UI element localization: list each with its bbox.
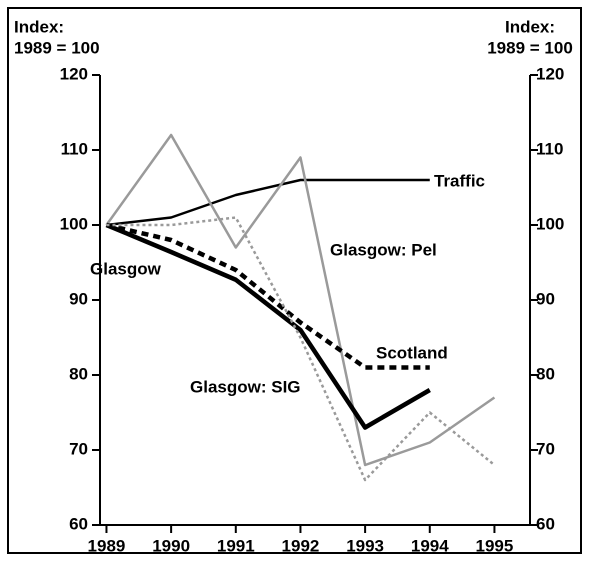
y-tick-label: 110 xyxy=(61,139,88,158)
y-tick-label: 60 xyxy=(69,514,88,533)
series-label: Traffic xyxy=(434,171,485,190)
x-tick-label: 1995 xyxy=(476,536,514,555)
y-tick-label: 100 xyxy=(60,214,88,233)
series-line xyxy=(105,133,496,467)
y-tick-label: 70 xyxy=(69,439,88,458)
y2-label: 1989 = 100 xyxy=(487,38,573,57)
x-tick-label: 1994 xyxy=(411,536,449,555)
y2-tick-label: 100 xyxy=(536,214,564,233)
y2-tick-label: 90 xyxy=(536,289,555,308)
series-label: Scotland xyxy=(376,343,448,362)
series-label: Glasgow: Pel xyxy=(330,240,437,259)
y2-label: Index: xyxy=(505,17,555,36)
series-label: Glasgow: SIG xyxy=(190,377,301,396)
y2-tick-label: 70 xyxy=(536,439,555,458)
y2-tick-label: 80 xyxy=(536,364,555,383)
y-tick-label: 80 xyxy=(69,364,88,383)
series-line xyxy=(105,222,431,430)
y-tick-label: 120 xyxy=(60,64,88,83)
frame xyxy=(7,7,582,554)
series-line xyxy=(106,178,430,227)
x-tick-label: 1992 xyxy=(282,536,320,555)
y2-tick-label: 120 xyxy=(536,64,564,83)
x-tick-label: 1991 xyxy=(217,536,255,555)
series-line xyxy=(106,216,496,482)
y-tick-label: 90 xyxy=(69,289,88,308)
series-label: Glasgow xyxy=(90,259,162,278)
x-tick-label: 1993 xyxy=(346,536,384,555)
y2-tick-label: 60 xyxy=(536,514,555,533)
y-label: Index: xyxy=(14,17,64,36)
x-tick-label: 1990 xyxy=(152,536,190,555)
x-tick-label: 1989 xyxy=(88,536,126,555)
y2-tick-label: 110 xyxy=(536,139,563,158)
y-label: 1989 = 100 xyxy=(14,38,100,57)
